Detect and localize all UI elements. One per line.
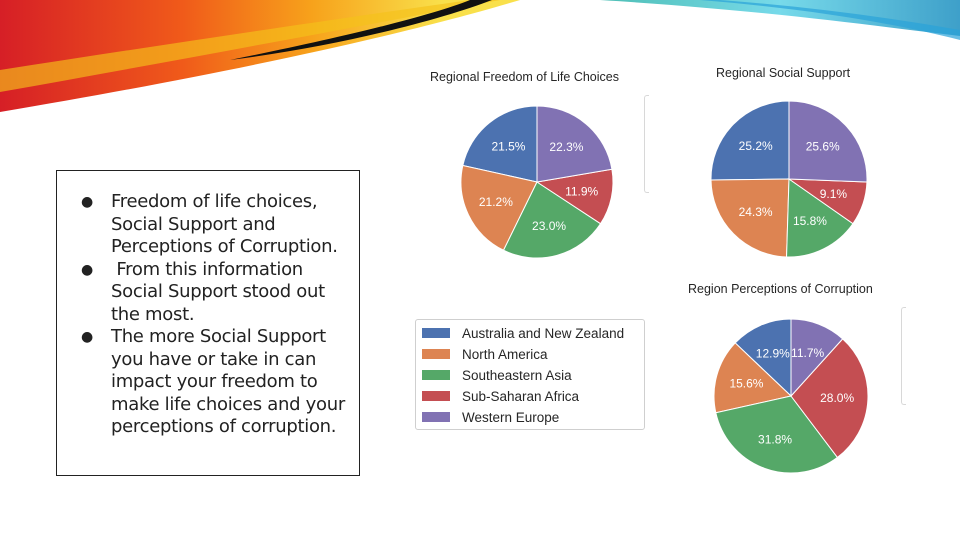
legend-label: Australia and New Zealand bbox=[462, 325, 625, 341]
chart-legend: Australia and New Zealand North America … bbox=[415, 319, 645, 430]
pie-slice-western-europe bbox=[790, 318, 844, 398]
legend-label: Western Europe bbox=[462, 409, 560, 425]
legend-swatch bbox=[422, 328, 450, 338]
chart-title-corruption: Region Perceptions of Corruption bbox=[688, 282, 873, 296]
legend-label: North America bbox=[462, 346, 548, 362]
pie-label-southeastern-asia: 15.8% bbox=[793, 214, 827, 228]
bullet-list: ● Freedom of life choices, Social Support… bbox=[57, 171, 359, 439]
pie-label-north-america: 21.2% bbox=[479, 195, 513, 209]
legend-frame-fragment bbox=[901, 307, 906, 405]
pie-label-north-america: 24.3% bbox=[739, 205, 773, 219]
legend-item-western-europe: Western Europe bbox=[422, 407, 559, 427]
pie-slice-southeastern-asia bbox=[786, 178, 854, 258]
legend-swatch bbox=[422, 370, 450, 380]
pie-slice-north-america bbox=[710, 178, 790, 258]
legend-swatch bbox=[422, 412, 450, 422]
pie-label-australia-and-new-zealand: 12.9% bbox=[756, 347, 790, 361]
pie-chart-social-support: 25.2% 24.3% 15.8% 9.1% 25.6% bbox=[710, 100, 868, 258]
chart-title-social-support: Regional Social Support bbox=[716, 66, 851, 80]
bullet-text: The more Social Support you have or take… bbox=[111, 326, 345, 437]
pie-chart-freedom: 21.5% 21.2% 23.0% 11.9% 22.3% bbox=[460, 105, 614, 259]
bullet-icon: ● bbox=[81, 194, 93, 210]
pie-label-north-america: 15.6% bbox=[729, 377, 763, 391]
legend-item-sub-saharan-africa: Sub-Saharan Africa bbox=[422, 386, 579, 406]
legend-label: Southeastern Asia bbox=[462, 367, 572, 383]
pie-slice-north-america bbox=[460, 164, 538, 251]
pie-label-australia-and-new-zealand: 25.2% bbox=[739, 139, 773, 153]
legend-item-north-america: North America bbox=[422, 344, 548, 364]
bullet-text-box: ● Freedom of life choices, Social Support… bbox=[56, 170, 360, 476]
bullet-item-1: ● Freedom of life choices, Social Support… bbox=[81, 191, 349, 259]
bullet-item-3: ● The more Social Support you have or tak… bbox=[81, 326, 349, 439]
bullet-text: Freedom of life choices, Social Support … bbox=[111, 191, 338, 257]
pie-label-southeastern-asia: 23.0% bbox=[532, 219, 566, 233]
pie-label-western-europe: 22.3% bbox=[549, 140, 583, 154]
pie-slice-australia-and-new-zealand bbox=[734, 318, 792, 398]
decorative-swoosh bbox=[0, 0, 960, 112]
pie-label-australia-and-new-zealand: 21.5% bbox=[491, 139, 525, 153]
pie-slice-western-europe bbox=[788, 100, 868, 183]
pie-slice-western-europe bbox=[536, 105, 613, 183]
bullet-item-2: ● From this information Social Support s… bbox=[81, 259, 349, 327]
bullet-icon: ● bbox=[81, 261, 93, 278]
pie-label-southeastern-asia: 31.8% bbox=[758, 432, 792, 446]
pie-slice-australia-and-new-zealand bbox=[462, 105, 538, 183]
pie-label-sub-saharan-africa: 28.0% bbox=[820, 391, 854, 405]
pie-label-sub-saharan-africa: 11.9% bbox=[565, 184, 598, 198]
pie-slice-sub-saharan-africa bbox=[790, 338, 869, 459]
pie-label-sub-saharan-africa: 9.1% bbox=[820, 187, 848, 201]
legend-item-australia: Australia and New Zealand bbox=[422, 323, 624, 343]
legend-swatch bbox=[422, 349, 450, 359]
pie-slice-southeastern-asia bbox=[715, 395, 839, 474]
pie-slice-australia-and-new-zealand bbox=[710, 100, 790, 181]
pie-slice-southeastern-asia bbox=[502, 181, 602, 259]
pie-label-western-europe: 25.6% bbox=[806, 140, 840, 154]
pie-slice-north-america bbox=[713, 342, 793, 414]
pie-label-western-europe: 11.7% bbox=[791, 346, 824, 360]
bullet-text: From this information Social Support sto… bbox=[111, 258, 331, 325]
legend-label: Sub-Saharan Africa bbox=[462, 388, 580, 404]
bullet-icon: ● bbox=[81, 329, 93, 345]
legend-frame-fragment bbox=[644, 95, 649, 193]
pie-chart-corruption: 12.9% 15.6% 31.8% 28.0% 11.7% bbox=[713, 318, 869, 474]
chart-title-freedom: Regional Freedom of Life Choices bbox=[430, 70, 619, 84]
legend-item-southeastern-asia: Southeastern Asia bbox=[422, 365, 572, 385]
legend-swatch bbox=[422, 391, 450, 401]
